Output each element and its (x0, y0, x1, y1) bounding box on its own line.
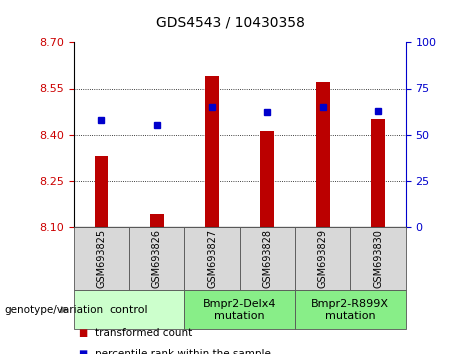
Text: ■: ■ (78, 349, 88, 354)
Text: ■: ■ (78, 328, 88, 338)
Bar (205, 76, 219, 227)
Text: GSM693825: GSM693825 (96, 229, 106, 288)
Text: GDS4543 / 10430358: GDS4543 / 10430358 (156, 16, 305, 30)
Bar (150, 214, 164, 227)
Text: Bmpr2-Delx4
mutation: Bmpr2-Delx4 mutation (203, 299, 277, 321)
Bar (184, 227, 240, 290)
Text: transformed count: transformed count (95, 328, 192, 338)
Bar (371, 119, 385, 227)
Bar (240, 227, 295, 290)
Bar (74, 227, 129, 290)
Bar (129, 227, 184, 290)
Bar (184, 290, 295, 329)
Text: GSM693830: GSM693830 (373, 229, 383, 288)
Text: GSM693827: GSM693827 (207, 229, 217, 288)
Bar (95, 156, 108, 227)
Text: percentile rank within the sample: percentile rank within the sample (95, 349, 271, 354)
Bar (350, 227, 406, 290)
Text: Bmpr2-R899X
mutation: Bmpr2-R899X mutation (311, 299, 390, 321)
Bar (295, 290, 406, 329)
Bar (295, 227, 350, 290)
Bar (74, 290, 184, 329)
Bar (316, 82, 330, 227)
Text: genotype/variation: genotype/variation (5, 305, 104, 315)
Text: GSM693828: GSM693828 (262, 229, 272, 288)
Text: control: control (110, 305, 148, 315)
Text: GSM693829: GSM693829 (318, 229, 328, 288)
Text: GSM693826: GSM693826 (152, 229, 162, 288)
Bar (260, 131, 274, 227)
